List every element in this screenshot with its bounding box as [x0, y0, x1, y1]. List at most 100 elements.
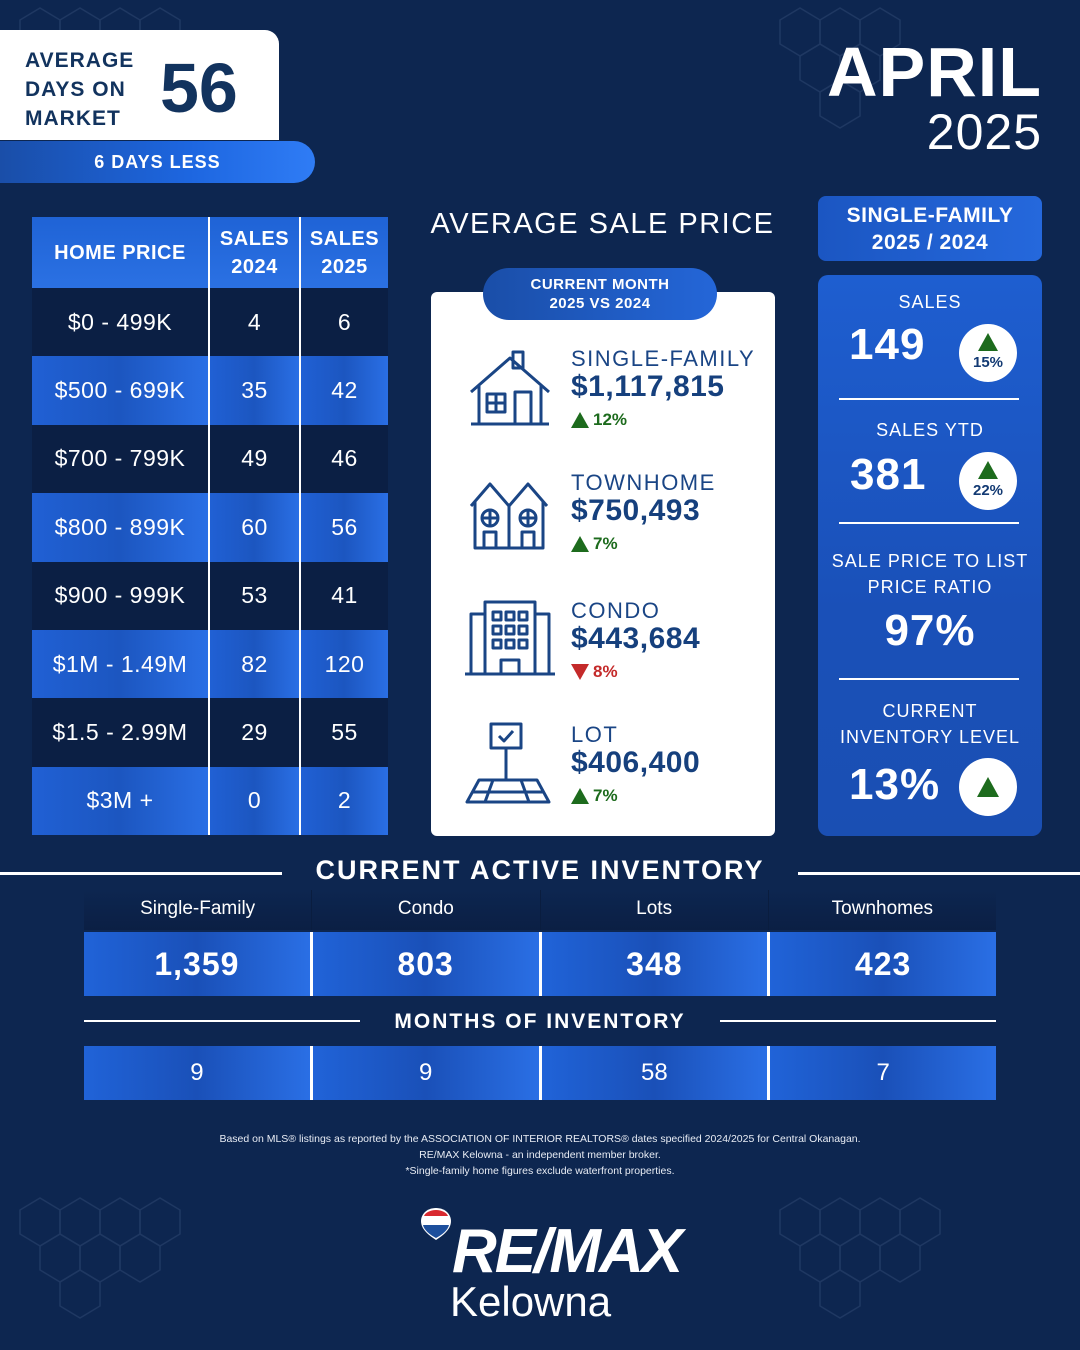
townhome-icon: [469, 482, 549, 550]
asp-item-price: $750,493: [571, 494, 701, 527]
asp-item-name: CONDO: [571, 598, 661, 623]
up-arrow-icon: [978, 333, 998, 351]
sf-ytd-label: SALES YTD: [876, 420, 984, 440]
active-inventory-title: CURRENT ACTIVE INVENTORY: [315, 855, 765, 885]
sf-sales-value: 149: [849, 320, 926, 369]
months-inventory-values: 9 9 58 7: [84, 1046, 996, 1100]
asp-condo: CONDO $443,684 8%: [463, 598, 763, 708]
current-month-pill: CURRENT MONTH 2025 VS 2024: [483, 268, 717, 320]
sf-ytd-value: 381: [850, 450, 927, 499]
asp-item-change: 8%: [571, 662, 618, 682]
table-row: $900 - 999K 53 41: [32, 561, 388, 630]
up-arrow-icon: [977, 777, 999, 797]
section-divider-left: [0, 872, 282, 875]
sf-ytd-badge: 22%: [959, 452, 1017, 510]
sales-2024: 82: [210, 629, 301, 699]
days-on-market-value: 56: [160, 49, 238, 127]
lot-sign-icon: [465, 722, 551, 804]
sf-sales-change: 15%: [972, 354, 1004, 371]
asp-townhome: TOWNHOME $750,493 7%: [463, 470, 763, 580]
sales-2025: 56: [301, 493, 388, 562]
hex-pattern-bottom-left: [19, 1197, 181, 1319]
inventory-value: 803: [312, 932, 542, 996]
sales-2024: 49: [210, 424, 301, 494]
hex-pattern-top-right: [779, 7, 901, 129]
sf-ratio-label: SALE PRICE TO LIST PRICE RATIO: [818, 548, 1042, 600]
inventory-value: 423: [770, 932, 996, 996]
months-value: 9: [84, 1046, 313, 1100]
sales-2024: 53: [210, 561, 301, 630]
report-year: 2025: [926, 104, 1042, 160]
divider: [839, 678, 1019, 680]
sf-ratio-value: 97%: [884, 606, 976, 655]
asp-item-price: $1,117,815: [571, 370, 725, 403]
footer-note-1: Based on MLS® listings as reported by th…: [219, 1133, 861, 1145]
price-range: $700 - 799K: [32, 424, 210, 494]
up-arrow-icon: [571, 536, 589, 552]
average-sale-price-title: AVERAGE SALE PRICE: [430, 208, 775, 240]
sf-inventory-label: CURRENT INVENTORY LEVEL: [818, 698, 1042, 750]
up-arrow-icon: [978, 461, 998, 479]
sales-2025: 120: [301, 629, 388, 699]
table-row: $1.5 - 2.99M 29 55: [32, 698, 388, 767]
brand-name: RE/MAX: [452, 1217, 683, 1286]
sales-2025: 55: [301, 698, 388, 767]
asp-item-change-value: 8%: [593, 662, 618, 681]
table-row: $700 - 799K 49 46: [32, 424, 388, 494]
asp-item-price: $443,684: [571, 622, 701, 655]
sf-ytd-change: 22%: [972, 482, 1004, 499]
condo-building-icon: [465, 600, 555, 676]
header-sales-2024: SALES 2024: [210, 217, 301, 288]
sales-2025: 41: [301, 561, 388, 630]
sf-sales-badge: 15%: [959, 324, 1017, 382]
inventory-category-labels: Single-Family Condo Lots Townhomes: [84, 890, 996, 930]
asp-item-change-value: 12%: [593, 410, 628, 429]
up-arrow-icon: [571, 788, 589, 804]
table-row: $500 - 699K 35 42: [32, 356, 388, 425]
asp-item-change: 7%: [571, 786, 618, 806]
sf-inventory-label-line-1: CURRENT: [882, 701, 978, 721]
sales-2024: 60: [210, 493, 301, 562]
days-on-market-change: 6 DAYS LESS: [0, 141, 315, 183]
table-row: $0 - 499K 4 6: [32, 288, 388, 357]
divider: [839, 398, 1019, 400]
single-family-header: SINGLE-FAMILY 2025 / 2024: [818, 196, 1042, 261]
table-row: $1M - 1.49M 82 120: [32, 629, 388, 699]
up-arrow-icon: [571, 412, 589, 428]
months-divider-right: [720, 1020, 996, 1022]
asp-single-family: SINGLE-FAMILY $1,117,815 12%: [463, 346, 763, 456]
average-sale-price-card: [431, 292, 775, 836]
inventory-value: 348: [541, 932, 771, 996]
house-icon: [470, 350, 550, 426]
days-on-market-change-text: 6 DAYS LESS: [94, 151, 221, 172]
inventory-category: Townhomes: [768, 890, 996, 930]
sf-ratio-label-line-1: SALE PRICE TO LIST: [831, 551, 1029, 571]
inventory-category: Single-Family: [84, 890, 313, 930]
asp-item-change-value: 7%: [593, 534, 618, 553]
sf-inventory-badge: [959, 758, 1017, 816]
sales-2024: 0: [210, 766, 301, 836]
table-header-row: HOME PRICE SALES 2024 SALES 2025: [32, 217, 388, 288]
divider: [839, 522, 1019, 524]
sales-2024: 29: [210, 698, 301, 767]
sales-2025: 46: [301, 424, 388, 494]
header-sales-2025: SALES 2025: [301, 217, 388, 288]
months-divider-left: [84, 1020, 360, 1022]
asp-item-price: $406,400: [571, 746, 701, 779]
asp-item-name: LOT: [571, 722, 619, 747]
sf-sales-label: SALES: [898, 292, 962, 312]
days-on-market-card: AVERAGE DAYS ON MARKET 56: [0, 30, 279, 140]
asp-item-change-value: 7%: [593, 786, 618, 805]
price-range: $3M +: [32, 766, 210, 836]
months-value: 58: [541, 1046, 771, 1100]
inventory-value: 1,359: [84, 932, 313, 996]
asp-item-name: TOWNHOME: [571, 470, 716, 495]
sales-2024: 35: [210, 356, 301, 425]
price-range: $900 - 999K: [32, 561, 210, 630]
asp-lot: LOT $406,400 7%: [463, 722, 763, 832]
sf-inventory-label-line-2: INVENTORY LEVEL: [839, 727, 1021, 747]
header-home-price: HOME PRICE: [32, 217, 210, 288]
days-on-market-label: AVERAGE DAYS ON MARKET: [25, 49, 135, 130]
months-value: 9: [312, 1046, 542, 1100]
brand-city: Kelowna: [450, 1278, 612, 1325]
